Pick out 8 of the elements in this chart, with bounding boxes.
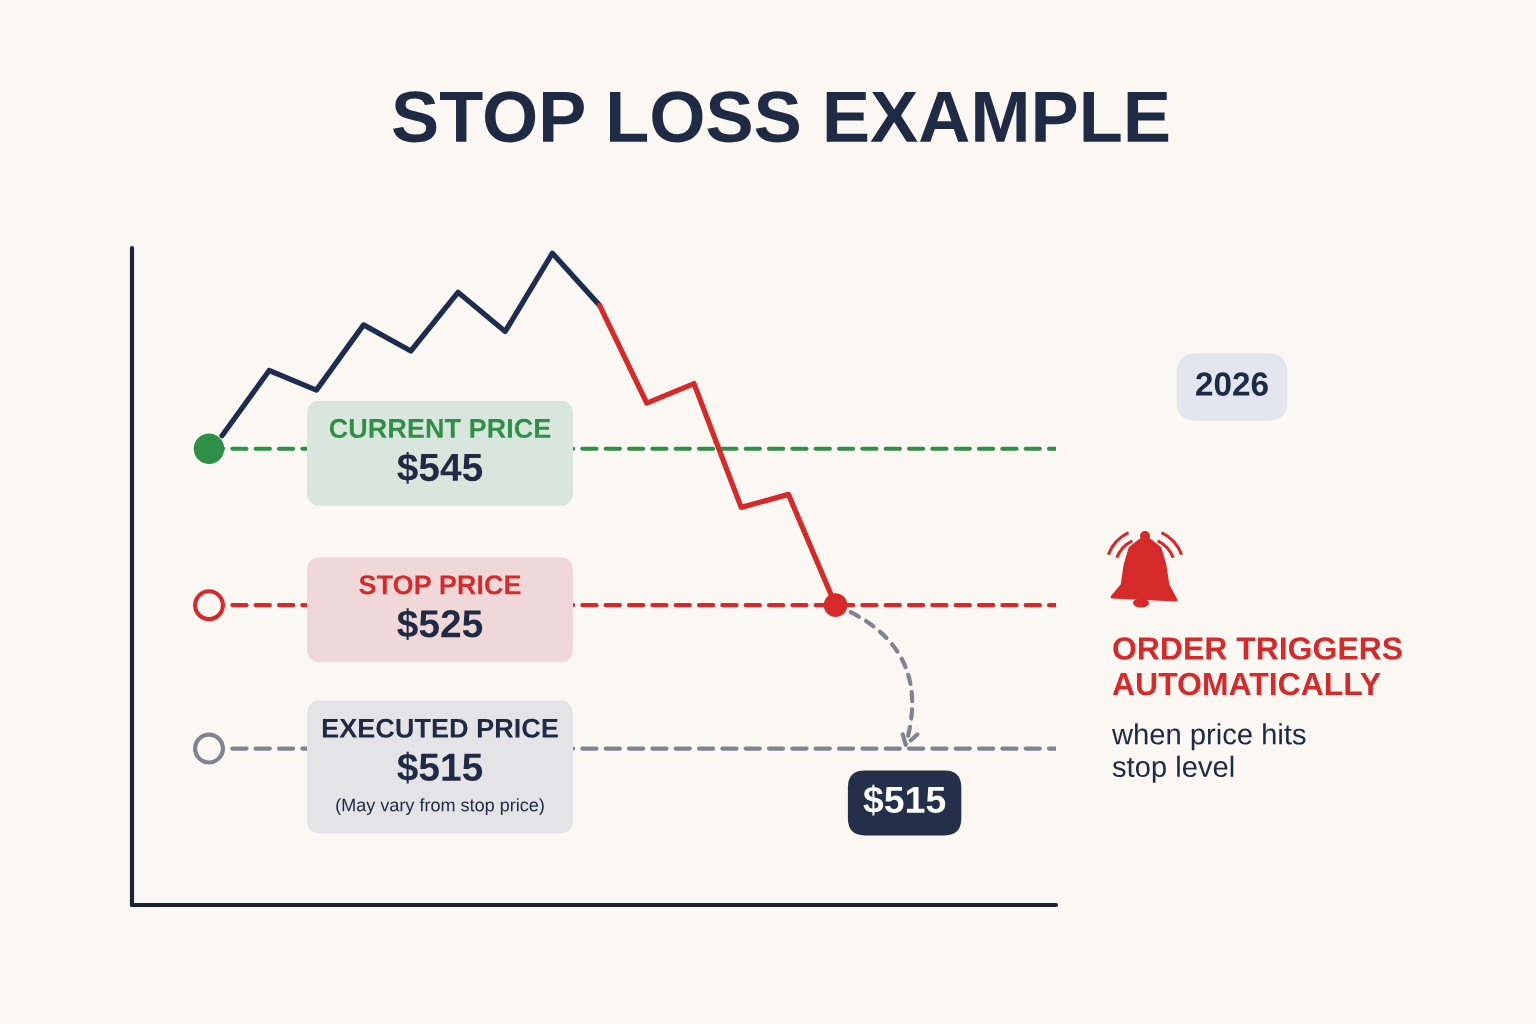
ref-line-label: STOP PRICE $525	[359, 575, 521, 641]
chart-title: STOP LOSS EXAMPLE	[393, 91, 1169, 143]
text: 2026	[1196, 372, 1268, 396]
text: when price hits stop level	[1111, 723, 1306, 783]
text: ORDER TRIGGERS AUTOMATICALLY	[1112, 637, 1402, 696]
text: $515	[863, 784, 946, 816]
ref-line-label: EXECUTED PRICE $515 (May vary from stop price)	[322, 718, 558, 815]
ref-line-label: CURRENT PRICE $545	[329, 418, 551, 484]
